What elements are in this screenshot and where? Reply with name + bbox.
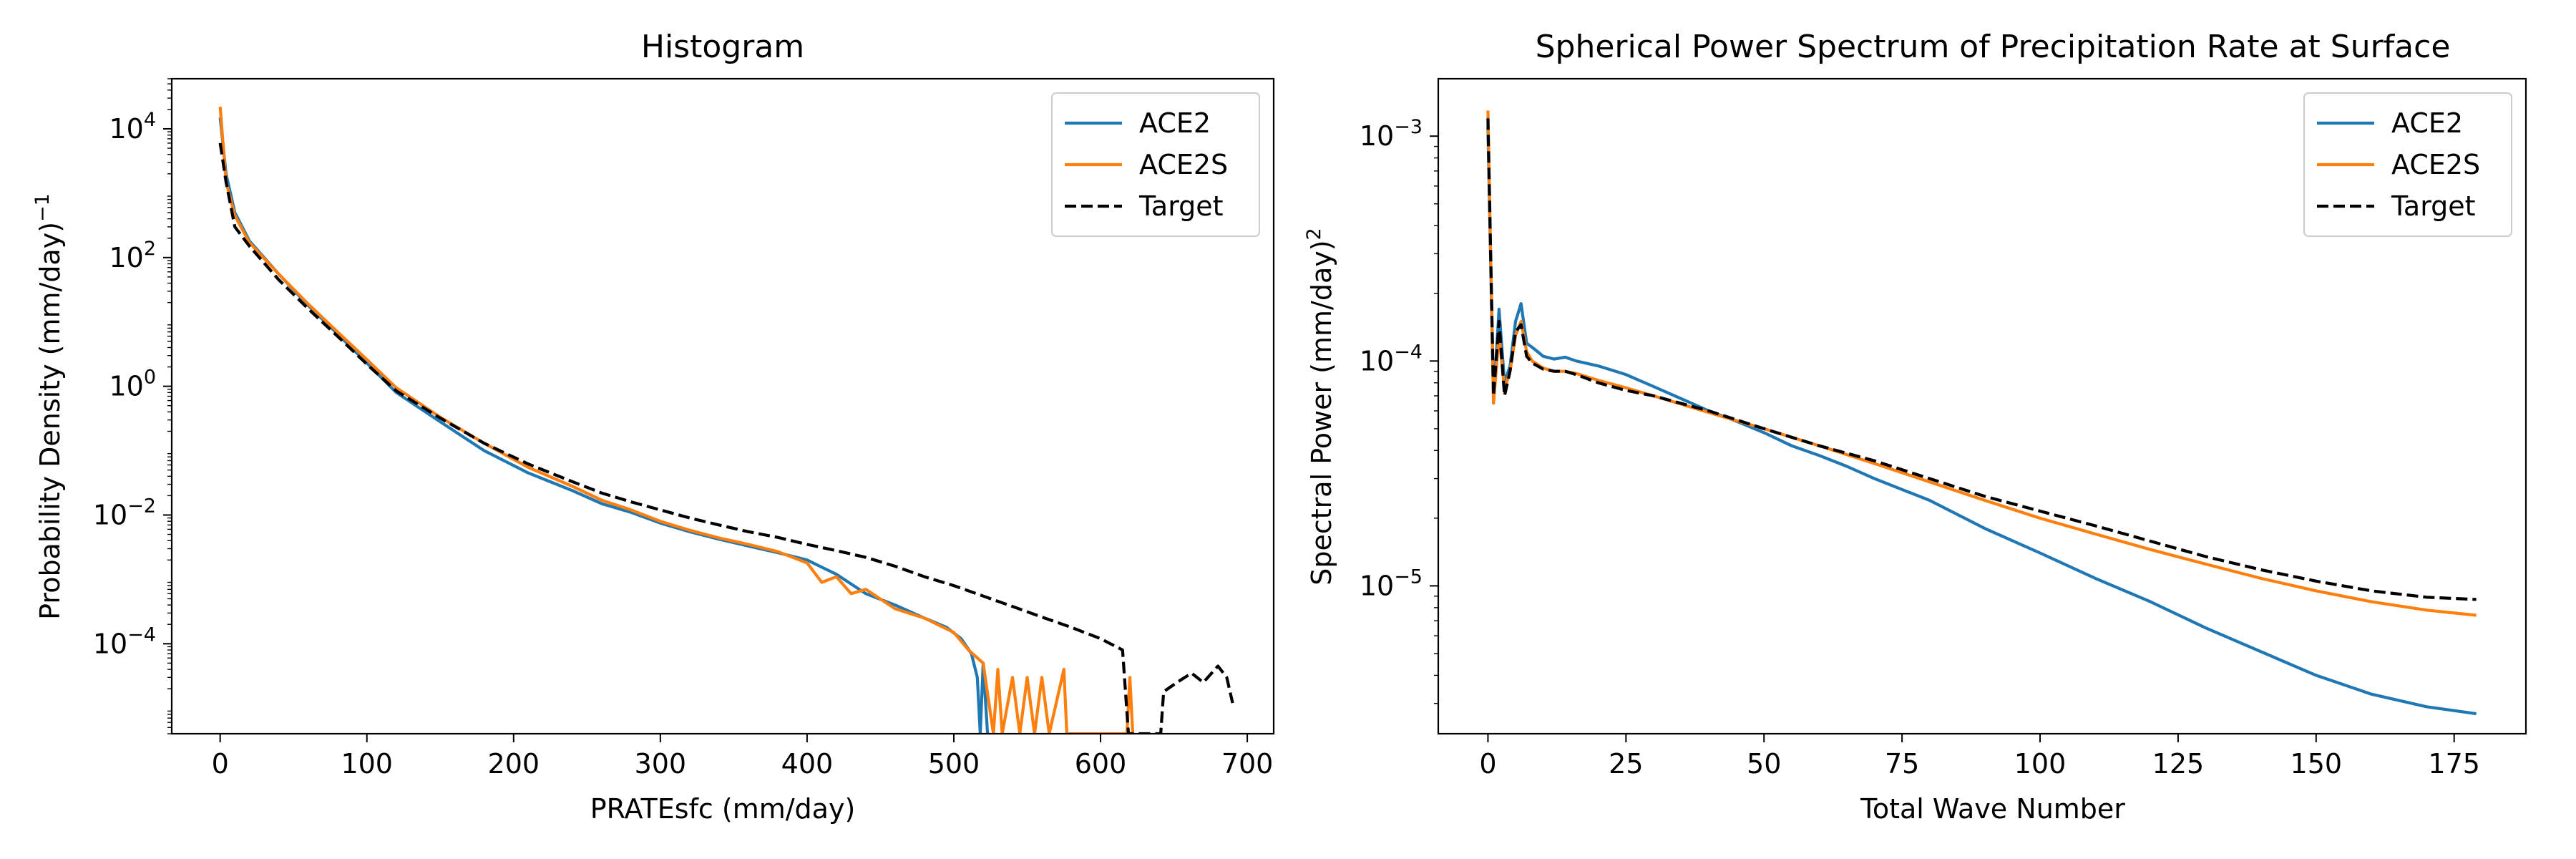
spectrum-legend-label-ace2s: ACE2S (2391, 149, 2480, 180)
spectrum-legend-box (2303, 92, 2512, 237)
spectrum-axes-frame (1437, 77, 2527, 735)
histogram-legend-label-ace2s: ACE2S (1139, 149, 1228, 180)
spectrum-x-tick-label: 125 (2152, 748, 2205, 780)
spectrum-legend: ACE2 ACE2S Target (2303, 92, 2512, 237)
histogram-legend-label-target: Target (1138, 190, 1224, 222)
histogram-axes-frame (170, 77, 1275, 735)
spectrum-y-tick-label: 10−3 (1360, 116, 1423, 152)
histogram-legend-label-ace2: ACE2 (1139, 107, 1211, 139)
histogram-x-tick-label: 700 (1221, 748, 1274, 780)
histogram-ticks: 0 100 200 300 400 500 600 700 10−4 10−2 100 102 104 (93, 78, 1274, 780)
spectrum-x-tick-label: 75 (1885, 748, 1919, 780)
histogram-legend: ACE2 ACE2S Target (1051, 92, 1260, 237)
spectrum-x-tick-label: 25 (1609, 748, 1643, 780)
histogram-series-target-line (218, 142, 1234, 734)
histogram-x-tick-label: 500 (928, 748, 980, 780)
histogram-x-tick-label: 200 (488, 748, 540, 780)
spectrum-y-axis-label-exponent: 2 (1303, 228, 1325, 240)
spectrum-x-tick-label: 0 (1479, 748, 1496, 780)
histogram-title: Histogram (641, 29, 804, 65)
histogram-y-axis-label: Probability Density (mm/day)−1 (31, 193, 66, 620)
spectrum-y-tick-label: 10−5 (1360, 566, 1423, 601)
spectrum-y-tick-label: 10−4 (1360, 341, 1423, 377)
histogram-panel: Histogram 0 100 200 300 400 500 600 700 10−4 10−2… (31, 29, 1275, 825)
spectrum-y-axis-label-text: Spectral Power (mm/day) (1306, 240, 1337, 585)
histogram-x-tick-label: 400 (781, 748, 834, 780)
spectrum-x-tick-label: 150 (2290, 748, 2343, 780)
spectrum-series-target-line (1486, 118, 2477, 601)
spectrum-title: Spherical Power Spectrum of Precipitatio… (1536, 29, 2451, 65)
histogram-legend-box (1051, 92, 1260, 237)
histogram-x-tick-label: 600 (1075, 748, 1127, 780)
spectrum-legend-label-ace2: ACE2 (2391, 107, 2463, 139)
spectrum-y-axis-label: Spectral Power (mm/day)2 (1303, 228, 1337, 586)
histogram-y-tick-label: 102 (109, 238, 156, 273)
histogram-y-axis-label-exponent: −1 (31, 193, 54, 222)
histogram-y-tick-label: 10−4 (93, 623, 156, 659)
histogram-y-tick-label: 10−2 (93, 495, 156, 530)
spectrum-series-ace2-line (1486, 127, 2477, 716)
spectrum-x-axis-label: Total Wave Number (1860, 793, 2125, 825)
spectrum-x-tick-label: 175 (2428, 748, 2480, 780)
histogram-series-ace2s-line (218, 107, 1135, 734)
spectrum-plot-area (1486, 110, 2477, 716)
spectrum-x-tick-label: 50 (1747, 748, 1781, 780)
histogram-y-tick-label: 100 (109, 367, 156, 402)
histogram-plot-area (218, 107, 1234, 734)
histogram-x-tick-label: 0 (212, 748, 229, 780)
spectrum-x-tick-label: 100 (2014, 748, 2067, 780)
histogram-x-tick-label: 100 (341, 748, 393, 780)
histogram-y-axis-label-text: Probability Density (mm/day) (34, 222, 66, 620)
spectrum-legend-label-target: Target (2391, 190, 2476, 222)
histogram-x-tick-label: 300 (635, 748, 687, 780)
histogram-x-axis-label: PRATEsfc (mm/day) (590, 793, 856, 825)
histogram-y-tick-label: 104 (109, 109, 156, 145)
spectrum-ticks: 0 25 50 75 100 125 150 175 10−5 10−4 10−3 (1360, 116, 2480, 780)
spectrum-panel: Spherical Power Spectrum of Precipitatio… (1303, 29, 2527, 825)
